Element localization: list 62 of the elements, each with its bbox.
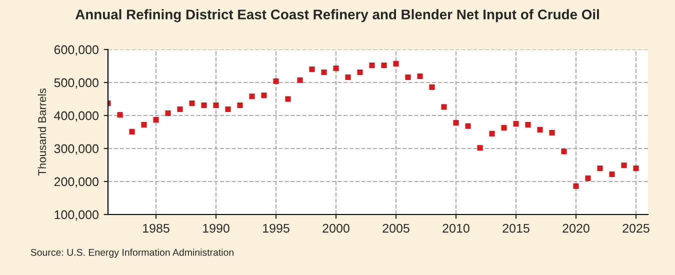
point bbox=[285, 96, 291, 102]
y-tick-label: 200,000 bbox=[54, 177, 98, 188]
x-tick-label: 1985 bbox=[143, 224, 170, 233]
point bbox=[369, 62, 375, 68]
point bbox=[357, 69, 363, 76]
point bbox=[393, 60, 399, 66]
point bbox=[249, 94, 255, 100]
point bbox=[333, 66, 339, 72]
point bbox=[297, 77, 303, 83]
point bbox=[405, 74, 411, 80]
point bbox=[597, 166, 603, 172]
point bbox=[525, 122, 531, 128]
x-tick-label: 2010 bbox=[442, 224, 470, 233]
source-note: Source: U.S. Energy Information Administration bbox=[30, 248, 234, 258]
point bbox=[549, 130, 555, 136]
point bbox=[501, 124, 507, 130]
point bbox=[561, 148, 567, 154]
chart-title: Annual Refining District East Coast Refinery and Blender Net Input of Crude Oil bbox=[75, 9, 599, 22]
point bbox=[213, 102, 219, 108]
point bbox=[309, 66, 315, 72]
y-tick-label: 300,000 bbox=[54, 144, 98, 155]
point bbox=[633, 166, 639, 172]
point bbox=[273, 78, 279, 84]
point bbox=[441, 104, 447, 110]
point bbox=[465, 123, 471, 129]
x-tick-label: 1995 bbox=[263, 224, 290, 233]
point bbox=[585, 175, 591, 181]
y-tick-label: 500,000 bbox=[54, 78, 98, 89]
point bbox=[117, 112, 123, 118]
point bbox=[609, 171, 615, 178]
point bbox=[141, 122, 147, 128]
point bbox=[477, 145, 483, 151]
point bbox=[165, 110, 171, 116]
y-tick-label: 100,000 bbox=[54, 210, 98, 221]
point bbox=[201, 102, 207, 108]
point bbox=[429, 84, 435, 90]
x-tick-label: 2020 bbox=[562, 224, 590, 233]
x-tick-label: 2000 bbox=[322, 224, 350, 233]
point bbox=[417, 73, 423, 80]
point bbox=[345, 74, 351, 80]
point bbox=[225, 106, 231, 112]
y-tick-label: 600,000 bbox=[54, 45, 98, 56]
y-tick-label: 400,000 bbox=[54, 111, 98, 122]
point bbox=[573, 183, 579, 189]
point bbox=[513, 120, 519, 127]
point bbox=[321, 69, 327, 76]
point bbox=[381, 62, 387, 68]
x-tick-label: 2025 bbox=[622, 224, 650, 233]
x-tick-label: 1990 bbox=[203, 224, 230, 233]
point bbox=[621, 162, 627, 168]
point bbox=[129, 128, 135, 134]
point bbox=[153, 117, 159, 123]
point bbox=[489, 130, 495, 136]
point bbox=[237, 102, 243, 108]
x-tick-label: 2005 bbox=[382, 224, 410, 233]
x-tick-label: 2015 bbox=[502, 224, 530, 233]
point bbox=[261, 92, 267, 98]
point bbox=[537, 126, 543, 132]
point bbox=[453, 120, 459, 126]
y-axis-title: Thousand Barrels bbox=[38, 88, 46, 176]
point bbox=[189, 100, 195, 106]
point bbox=[177, 106, 183, 112]
